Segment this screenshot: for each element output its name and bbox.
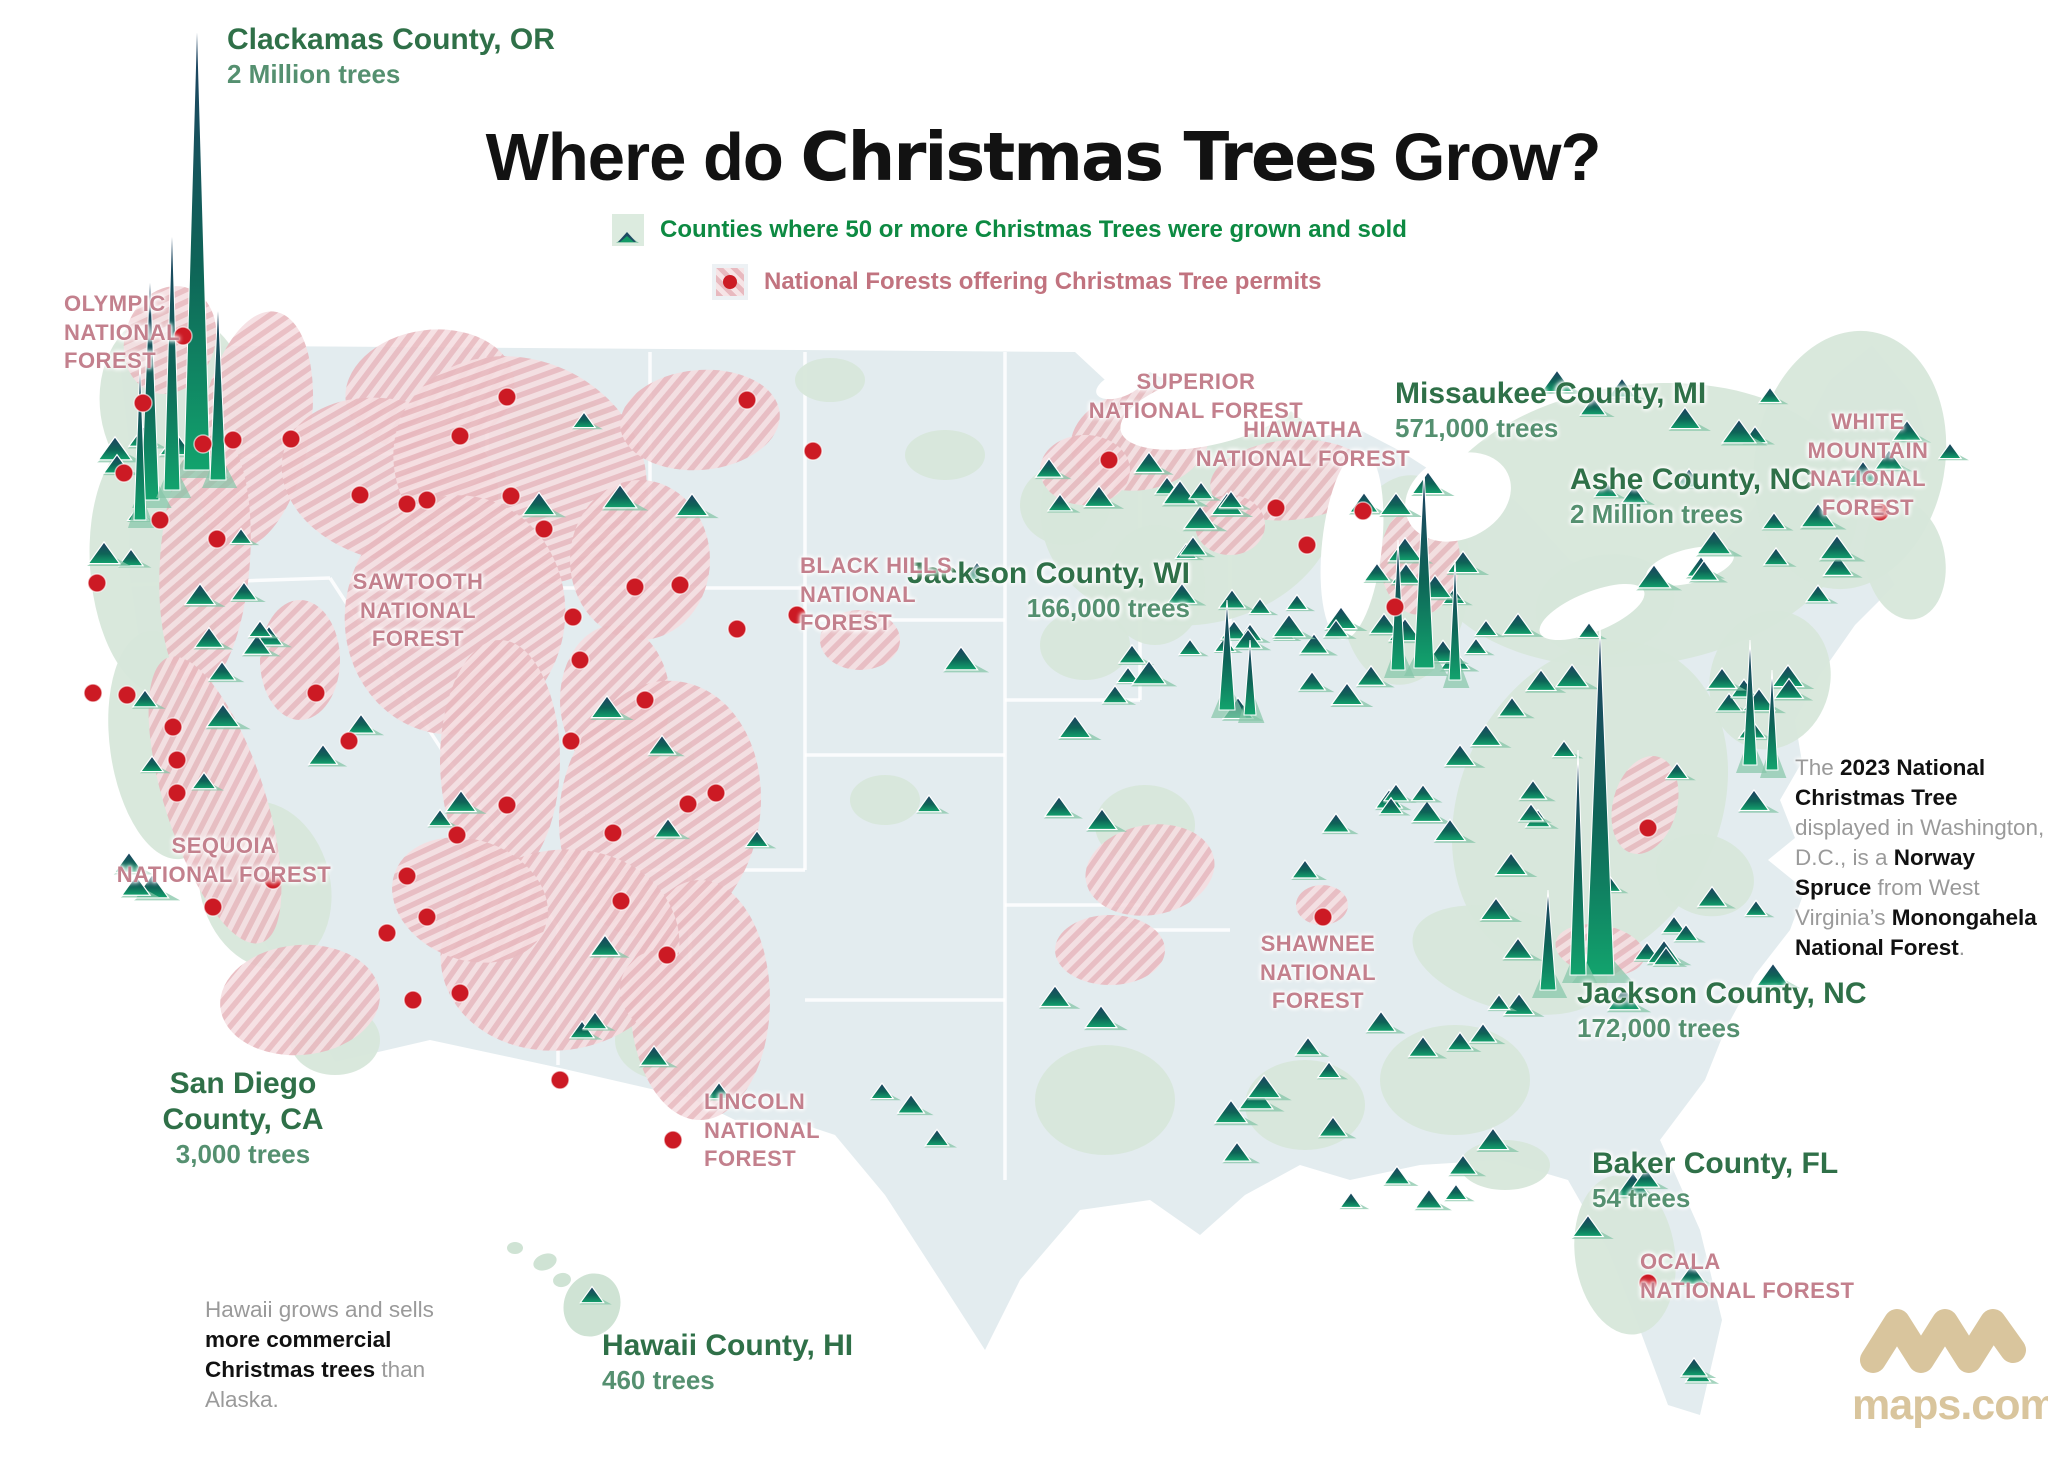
forest-label-black-hills: BLACK HILLS NATIONAL FOREST xyxy=(800,553,953,636)
legend-counties: Counties where 50 or more Christmas Tree… xyxy=(612,214,1407,246)
maps-com-logo: maps.com xyxy=(1852,1302,2048,1430)
county-name: Hawaii County, HI xyxy=(602,1329,854,1362)
page-title: Where do Christmas Trees Grow? xyxy=(485,118,1602,196)
county-callout-clackamas: Clackamas County, OR 2 Million trees xyxy=(227,22,555,92)
county-tree-count: 2 Million trees xyxy=(227,59,401,89)
forest-label-white-mountain: WHITE MOUNTAIN NATIONAL FOREST xyxy=(1807,409,1929,520)
county-callout-san-diego: San Diego County, CA 3,000 trees xyxy=(162,1066,323,1172)
title-emphasis: Christmas Trees xyxy=(800,118,1377,196)
forest-label-sawtooth: SAWTOOTH NATIONAL FOREST xyxy=(352,569,484,652)
county-tree-count: 54 trees xyxy=(1592,1183,1691,1213)
county-callout-missaukee: Missaukee County, MI 571,000 trees xyxy=(1395,376,1706,446)
county-name: Baker County, FL xyxy=(1592,1147,1839,1180)
tree-icon xyxy=(616,232,639,243)
title-pre: Where do xyxy=(485,120,801,195)
county-name: Ashe County, NC xyxy=(1570,463,1813,496)
legend-forests-label: National Forests offering Christmas Tree… xyxy=(764,268,1322,295)
dc-note: The 2023 National Christmas Tree display… xyxy=(1795,754,2045,960)
county-callout-hawaii: Hawaii County, HI 460 trees xyxy=(602,1328,853,1398)
hawaii-note: Hawaii grows and sells more commercial C… xyxy=(205,1296,434,1412)
county-tree-count: 172,000 trees xyxy=(1577,1013,1741,1043)
maps-logo-text: maps.com xyxy=(1852,1381,2048,1429)
county-callout-jackson-nc: Jackson County, NC 172,000 trees xyxy=(1577,976,1867,1046)
county-tree-count: 3,000 trees xyxy=(175,1139,311,1169)
legend-forests: National Forests offering Christmas Tree… xyxy=(712,264,1321,300)
county-name: Jackson County, NC xyxy=(1577,977,1867,1010)
forest-label-lincoln: LINCOLN NATIONAL FOREST xyxy=(704,1089,821,1172)
forest-label-superior: SUPERIOR NATIONAL FOREST xyxy=(1088,369,1304,423)
forest-label-sequoia: SEQUOIA NATIONAL FOREST xyxy=(116,833,332,887)
county-callout-ashe: Ashe County, NC 2 Million trees xyxy=(1570,462,1813,532)
forest-label-hiawatha: HIAWATHA NATIONAL FOREST xyxy=(1195,417,1411,471)
legend-counties-label: Counties where 50 or more Christmas Tree… xyxy=(660,216,1407,243)
permit-dot-icon xyxy=(723,275,737,289)
county-name: Jackson County, WI xyxy=(907,557,1190,590)
county-tree-count: 460 trees xyxy=(602,1365,715,1395)
forest-legend-icon xyxy=(712,264,748,300)
title-post: Grow? xyxy=(1375,120,1601,195)
hatch-swatch xyxy=(716,268,744,296)
forest-label-olympic: OLYMPIC NATIONAL FOREST xyxy=(64,291,181,374)
county-name: San Diego County, CA xyxy=(162,1067,324,1136)
county-legend-icon xyxy=(612,214,644,246)
county-name: Clackamas County, OR xyxy=(227,23,555,56)
county-name: Missaukee County, MI xyxy=(1395,377,1707,410)
county-tree-count: 166,000 trees xyxy=(1026,593,1190,623)
county-tree-count: 2 Million trees xyxy=(1570,499,1744,529)
county-tree-count: 571,000 trees xyxy=(1395,413,1559,443)
county-callout-baker: Baker County, FL 54 trees xyxy=(1592,1146,1838,1216)
county-callout-jackson-wi: Jackson County, WI 166,000 trees xyxy=(907,556,1190,626)
forest-label-ocala: OCALA NATIONAL FOREST xyxy=(1640,1249,1855,1303)
forest-label-shawnee: SHAWNEE NATIONAL FOREST xyxy=(1259,931,1377,1014)
maps-logo-mark xyxy=(1860,1309,2026,1373)
